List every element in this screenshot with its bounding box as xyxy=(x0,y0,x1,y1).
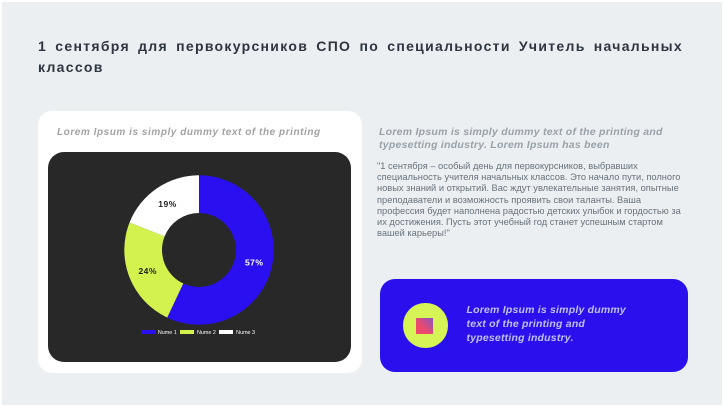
svg-text:19%: 19% xyxy=(158,199,177,209)
svg-text:57%: 57% xyxy=(245,258,264,268)
svg-text:24%: 24% xyxy=(138,266,157,276)
